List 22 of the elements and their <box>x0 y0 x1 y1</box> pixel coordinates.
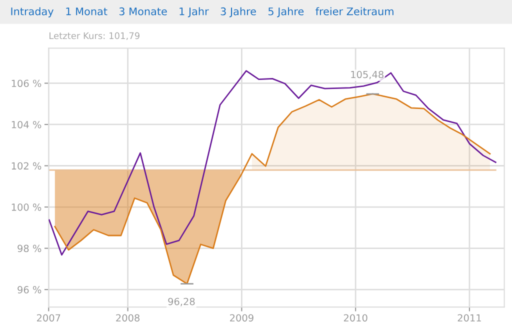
x-tick-label: 2011 <box>458 314 481 322</box>
x-tick-label: 2009 <box>230 314 254 322</box>
annotation: 105,48 <box>351 70 384 80</box>
text: Intraday <box>11 7 54 18</box>
y-tick-label: 102 % <box>12 162 42 170</box>
text: freier Zeitraum <box>316 7 394 16</box>
y-tick-label: 100 % <box>12 204 42 211</box>
y-tick-label: 104 % <box>12 120 42 128</box>
x-tick-label: 2007 <box>36 314 60 322</box>
line-series <box>48 70 496 256</box>
y-tick-label: 98 % <box>18 244 42 252</box>
y-tick-label: 96 % <box>18 286 42 294</box>
text: 3 Monate <box>119 7 167 16</box>
x-tick-label: 2010 <box>344 314 368 322</box>
text: 1 Monat <box>66 8 108 16</box>
text: 5 Jahre <box>268 7 304 18</box>
x-tick-label: 2008 <box>116 314 140 322</box>
annotation: 96,28 <box>168 298 195 306</box>
chart-subtitle: Letzter Kurs: 101,79 <box>50 32 140 40</box>
y-tick-label: 106 % <box>12 80 42 88</box>
text: 1 Jahr <box>180 7 209 18</box>
text: 3 Jahre <box>220 7 256 18</box>
